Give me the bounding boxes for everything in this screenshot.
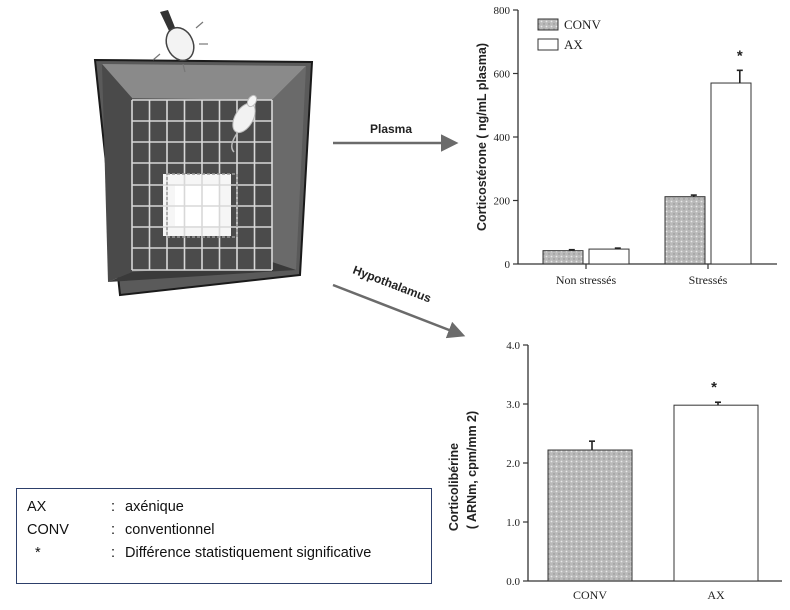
corticosterone-x-tick-label: Stressés xyxy=(689,273,728,287)
plasma-arrow: Plasma xyxy=(333,122,459,152)
bar-ax-0 xyxy=(588,248,630,265)
legend-swatch-ax xyxy=(537,38,559,51)
corticoliberin-y-axis-label-line2: ( ARNm, cpm/mm 2) xyxy=(465,411,479,529)
corticoliberin-x-tick-label: AX xyxy=(707,588,725,602)
corticosterone-x-tick-label: Non stressés xyxy=(556,273,617,287)
legend-key: CONV xyxy=(27,522,69,538)
hypothalamus-arrow: Hypothalamus xyxy=(332,263,466,339)
corticosterone-y-tick-label: 600 xyxy=(494,69,511,81)
corticoliberin-y-tick-label: 3.0 xyxy=(506,399,520,411)
abbreviation-legend-box: AX : axénique CONV : conventionnel * : D… xyxy=(16,488,432,584)
corticosterone-y-axis-label: Corticostérone ( ng/mL plasma) xyxy=(475,43,489,231)
legend-swatch-conv xyxy=(537,18,559,31)
legend-label-ax: AX xyxy=(564,37,583,52)
corticoliberin-y-tick-label: 2.0 xyxy=(506,458,520,470)
light-bulb-icon xyxy=(152,10,208,73)
corticoliberin-x-tick-label: CONV xyxy=(573,588,607,602)
corticosterone-y-tick-label: 200 xyxy=(494,196,511,208)
corticoliberin-y-tick-label: 4.0 xyxy=(506,340,520,352)
bar-ax-1 xyxy=(710,82,752,265)
significance-star: * xyxy=(737,47,743,64)
significance-star: * xyxy=(711,379,717,396)
plasma-label: Plasma xyxy=(370,122,412,136)
legend-key: AX xyxy=(27,499,47,515)
legend-label-conv: CONV xyxy=(564,17,601,32)
corticoliberin-y-tick-label: 0.0 xyxy=(506,576,520,588)
legend-separator: : xyxy=(111,499,116,515)
bar-conv xyxy=(547,449,633,582)
legend-value: axénique xyxy=(125,499,184,515)
corticosterone-chart: Corticostérone ( ng/mL plasma) CONV AX 0… xyxy=(475,5,777,287)
bar-conv-0 xyxy=(542,250,584,265)
corticoliberin-y-tick-label: 1.0 xyxy=(506,517,520,529)
bar-conv-1 xyxy=(664,196,706,265)
corticosterone-y-tick-label: 800 xyxy=(494,5,511,17)
corticosterone-y-tick-label: 0 xyxy=(505,259,511,271)
corticoliberin-chart: Corticolibérine ( ARNm, cpm/mm 2) 0.0 1.0… xyxy=(447,340,782,602)
open-field-box-illustration xyxy=(93,10,314,297)
legend-value: conventionnel xyxy=(125,522,215,538)
legend-separator: : xyxy=(111,522,116,538)
mouse-icon xyxy=(231,94,258,153)
legend-value: Différence statistiquement significative xyxy=(125,545,372,561)
corticosterone-legend: CONV AX xyxy=(537,17,601,52)
legend-separator: : xyxy=(111,545,116,561)
floor-grid xyxy=(131,99,273,271)
corticoliberin-y-axis-label-line1: Corticolibérine xyxy=(447,443,461,531)
bar-ax xyxy=(673,404,759,582)
corticosterone-y-tick-label: 400 xyxy=(494,132,511,144)
hypothalamus-label: Hypothalamus xyxy=(351,263,434,306)
legend-key: * xyxy=(35,545,41,561)
